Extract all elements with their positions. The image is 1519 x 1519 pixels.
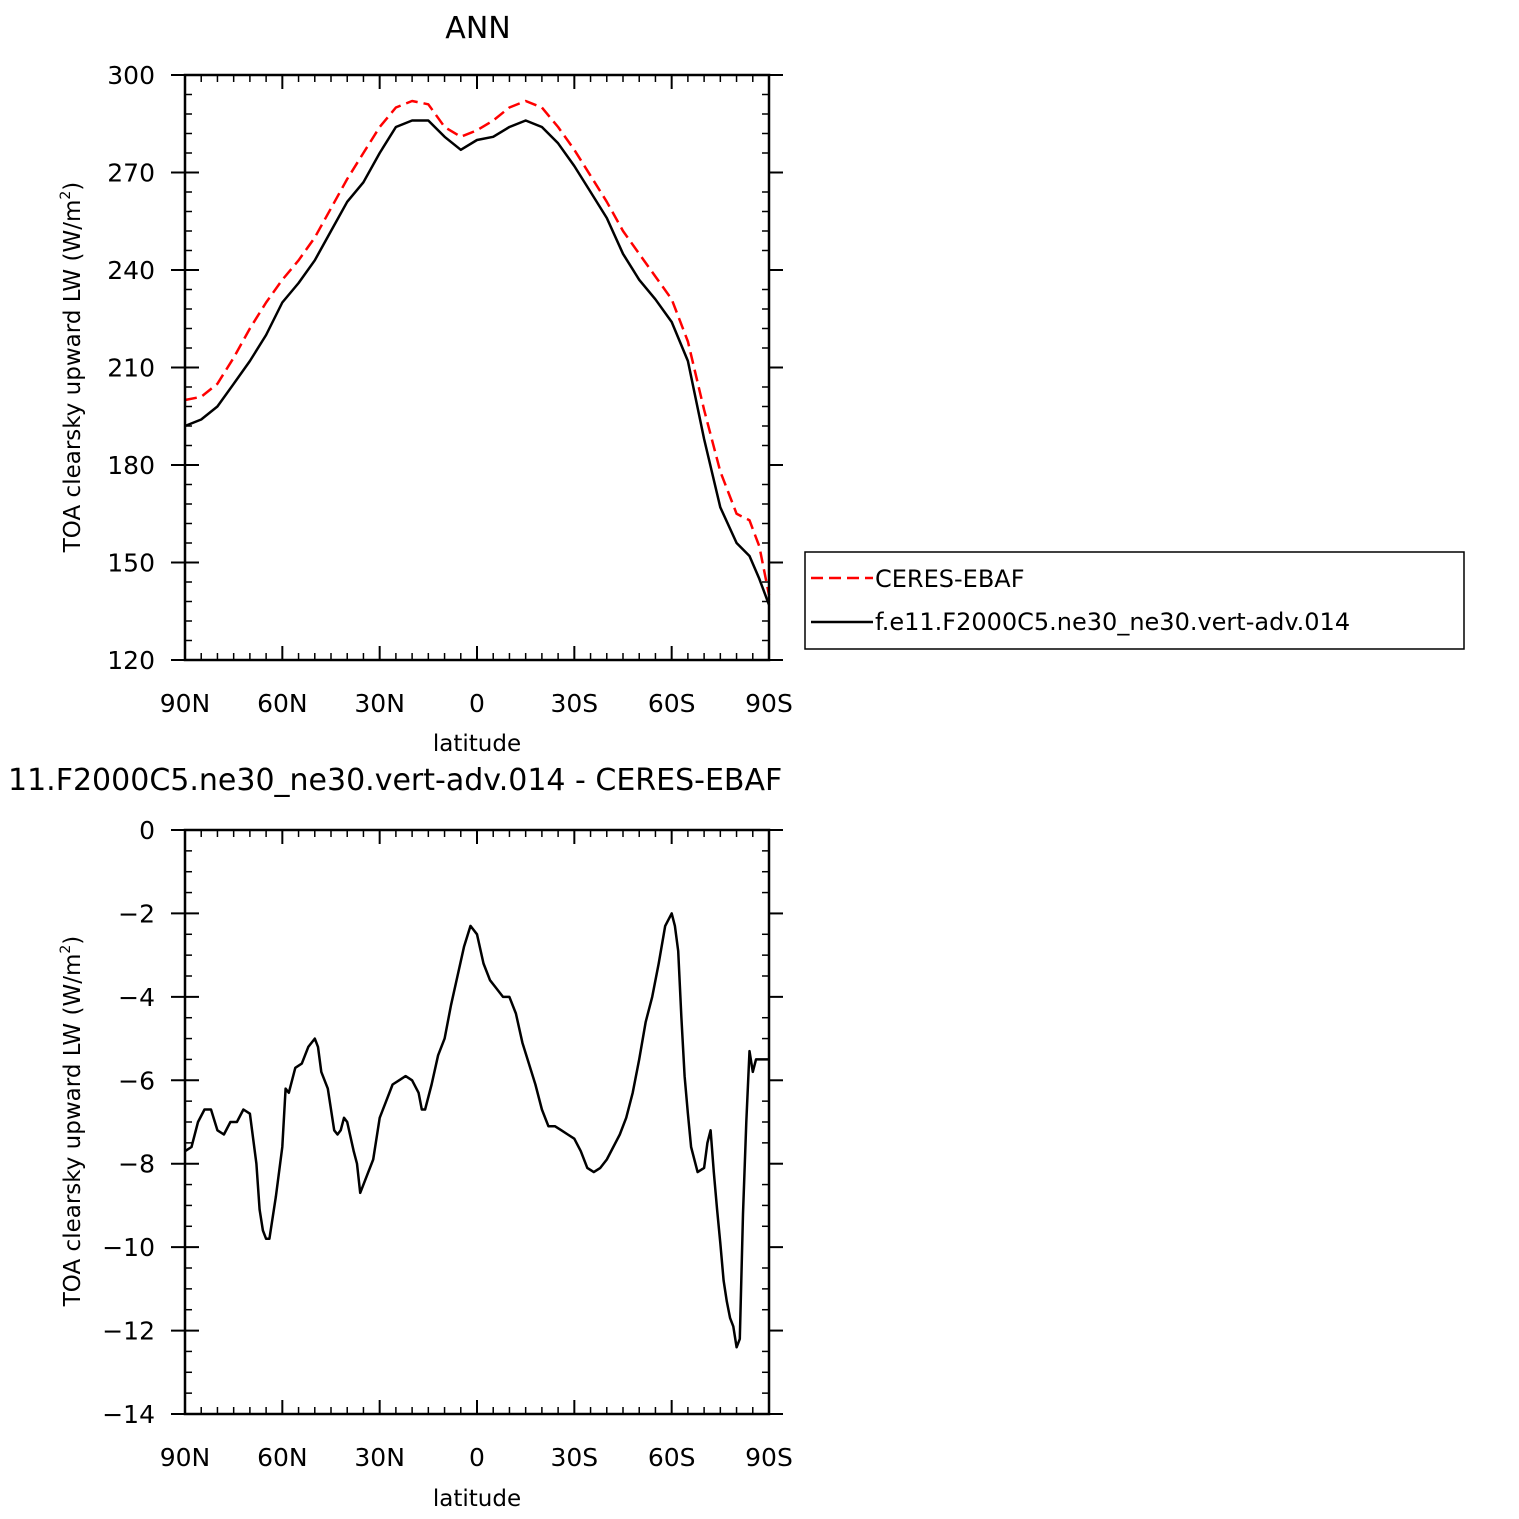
top-x-tick-label: 0 [469,689,485,718]
top-series-line-1 [184,119,771,606]
legend-box [804,551,1465,650]
top-x-tick-label: 30S [550,689,598,718]
bottom-chart-title: 11.F2000C5.ne30_ne30.vert-adv.014 - CERE… [8,763,782,798]
bottom-series-line-0 [184,912,769,1349]
top-y-tick-label: 240 [107,256,155,285]
top-y-tick-label: 300 [107,61,155,90]
bottom-y-tick-label: 0 [139,816,155,845]
bottom-plot-frame [183,828,771,1416]
legend: CERES-EBAF f.e11.F2000C5.ne30_ne30.vert-… [804,551,1465,650]
top-x-axis-label: latitude [433,731,521,757]
top-y-tick-label: 180 [107,451,155,480]
top-panel: ANN 90N 60N 30N 0 30S 60S 90S 120 150 180 210 240 27… [58,11,1465,757]
legend-label-ceres: CERES-EBAF [875,565,1025,593]
top-y-label-main: TOA clearsky upward LW (W/m [60,200,86,554]
top-x-tick-label: 60S [648,689,696,718]
bottom-x-tick-label: 0 [469,1443,485,1472]
top-y-tick-label: 210 [107,354,155,383]
bottom-y-tick-label: −10 [102,1233,155,1262]
bottom-y-tick-label: −8 [118,1150,155,1179]
bottom-y-tick-label: −12 [102,1317,155,1346]
top-x-tick-label: 30N [354,689,405,718]
top-y-label-close: ) [60,182,86,191]
legend-label-model: f.e11.F2000C5.ne30_ne30.vert-adv.014 [875,608,1350,636]
top-y-tick-label: 270 [107,159,155,188]
bottom-x-tick-label: 60N [257,1443,308,1472]
bottom-x-tick-label: 90S [745,1443,793,1472]
bottom-y-label-main: TOA clearsky upward LW (W/m [60,954,86,1308]
bottom-y-axis-label: TOA clearsky upward LW (W/m2) [58,936,86,1308]
top-chart-title: ANN [445,11,510,46]
bottom-plot-area: 90N 60N 30N 0 30S 60S 90S 0 −2 −4 −6 −8 −10 −12 −14 [102,816,793,1472]
bottom-y-label-sup: 2 [58,945,74,954]
bottom-x-tick-label: 30N [354,1443,405,1472]
bottom-x-axis-label: latitude [433,1486,521,1512]
top-x-tick-label: 90N [160,689,211,718]
top-x-tick-label: 60N [257,689,308,718]
bottom-y-tick-label: −4 [118,983,155,1012]
top-y-label-sup: 2 [58,191,74,200]
top-plot-area: 90N 60N 30N 0 30S 60S 90S 120 150 180 210 240 270 300 [107,61,793,718]
bottom-x-tick-label: 30S [550,1443,598,1472]
top-x-tick-label: 90S [745,689,793,718]
top-y-tick-label: 120 [107,646,155,675]
top-series-line-0 [184,99,771,596]
top-y-tick-label: 150 [107,549,155,578]
top-y-axis-label: TOA clearsky upward LW (W/m2) [58,182,86,554]
bottom-y-label-close: ) [60,936,86,945]
bottom-y-tick-label: −14 [102,1400,155,1429]
top-plot-frame [183,73,771,662]
bottom-y-tick-label: −2 [118,899,155,928]
bottom-x-tick-label: 60S [648,1443,696,1472]
bottom-panel: 11.F2000C5.ne30_ne30.vert-adv.014 - CERE… [8,763,793,1512]
bottom-x-tick-label: 90N [160,1443,211,1472]
bottom-y-tick-label: −6 [118,1066,155,1095]
